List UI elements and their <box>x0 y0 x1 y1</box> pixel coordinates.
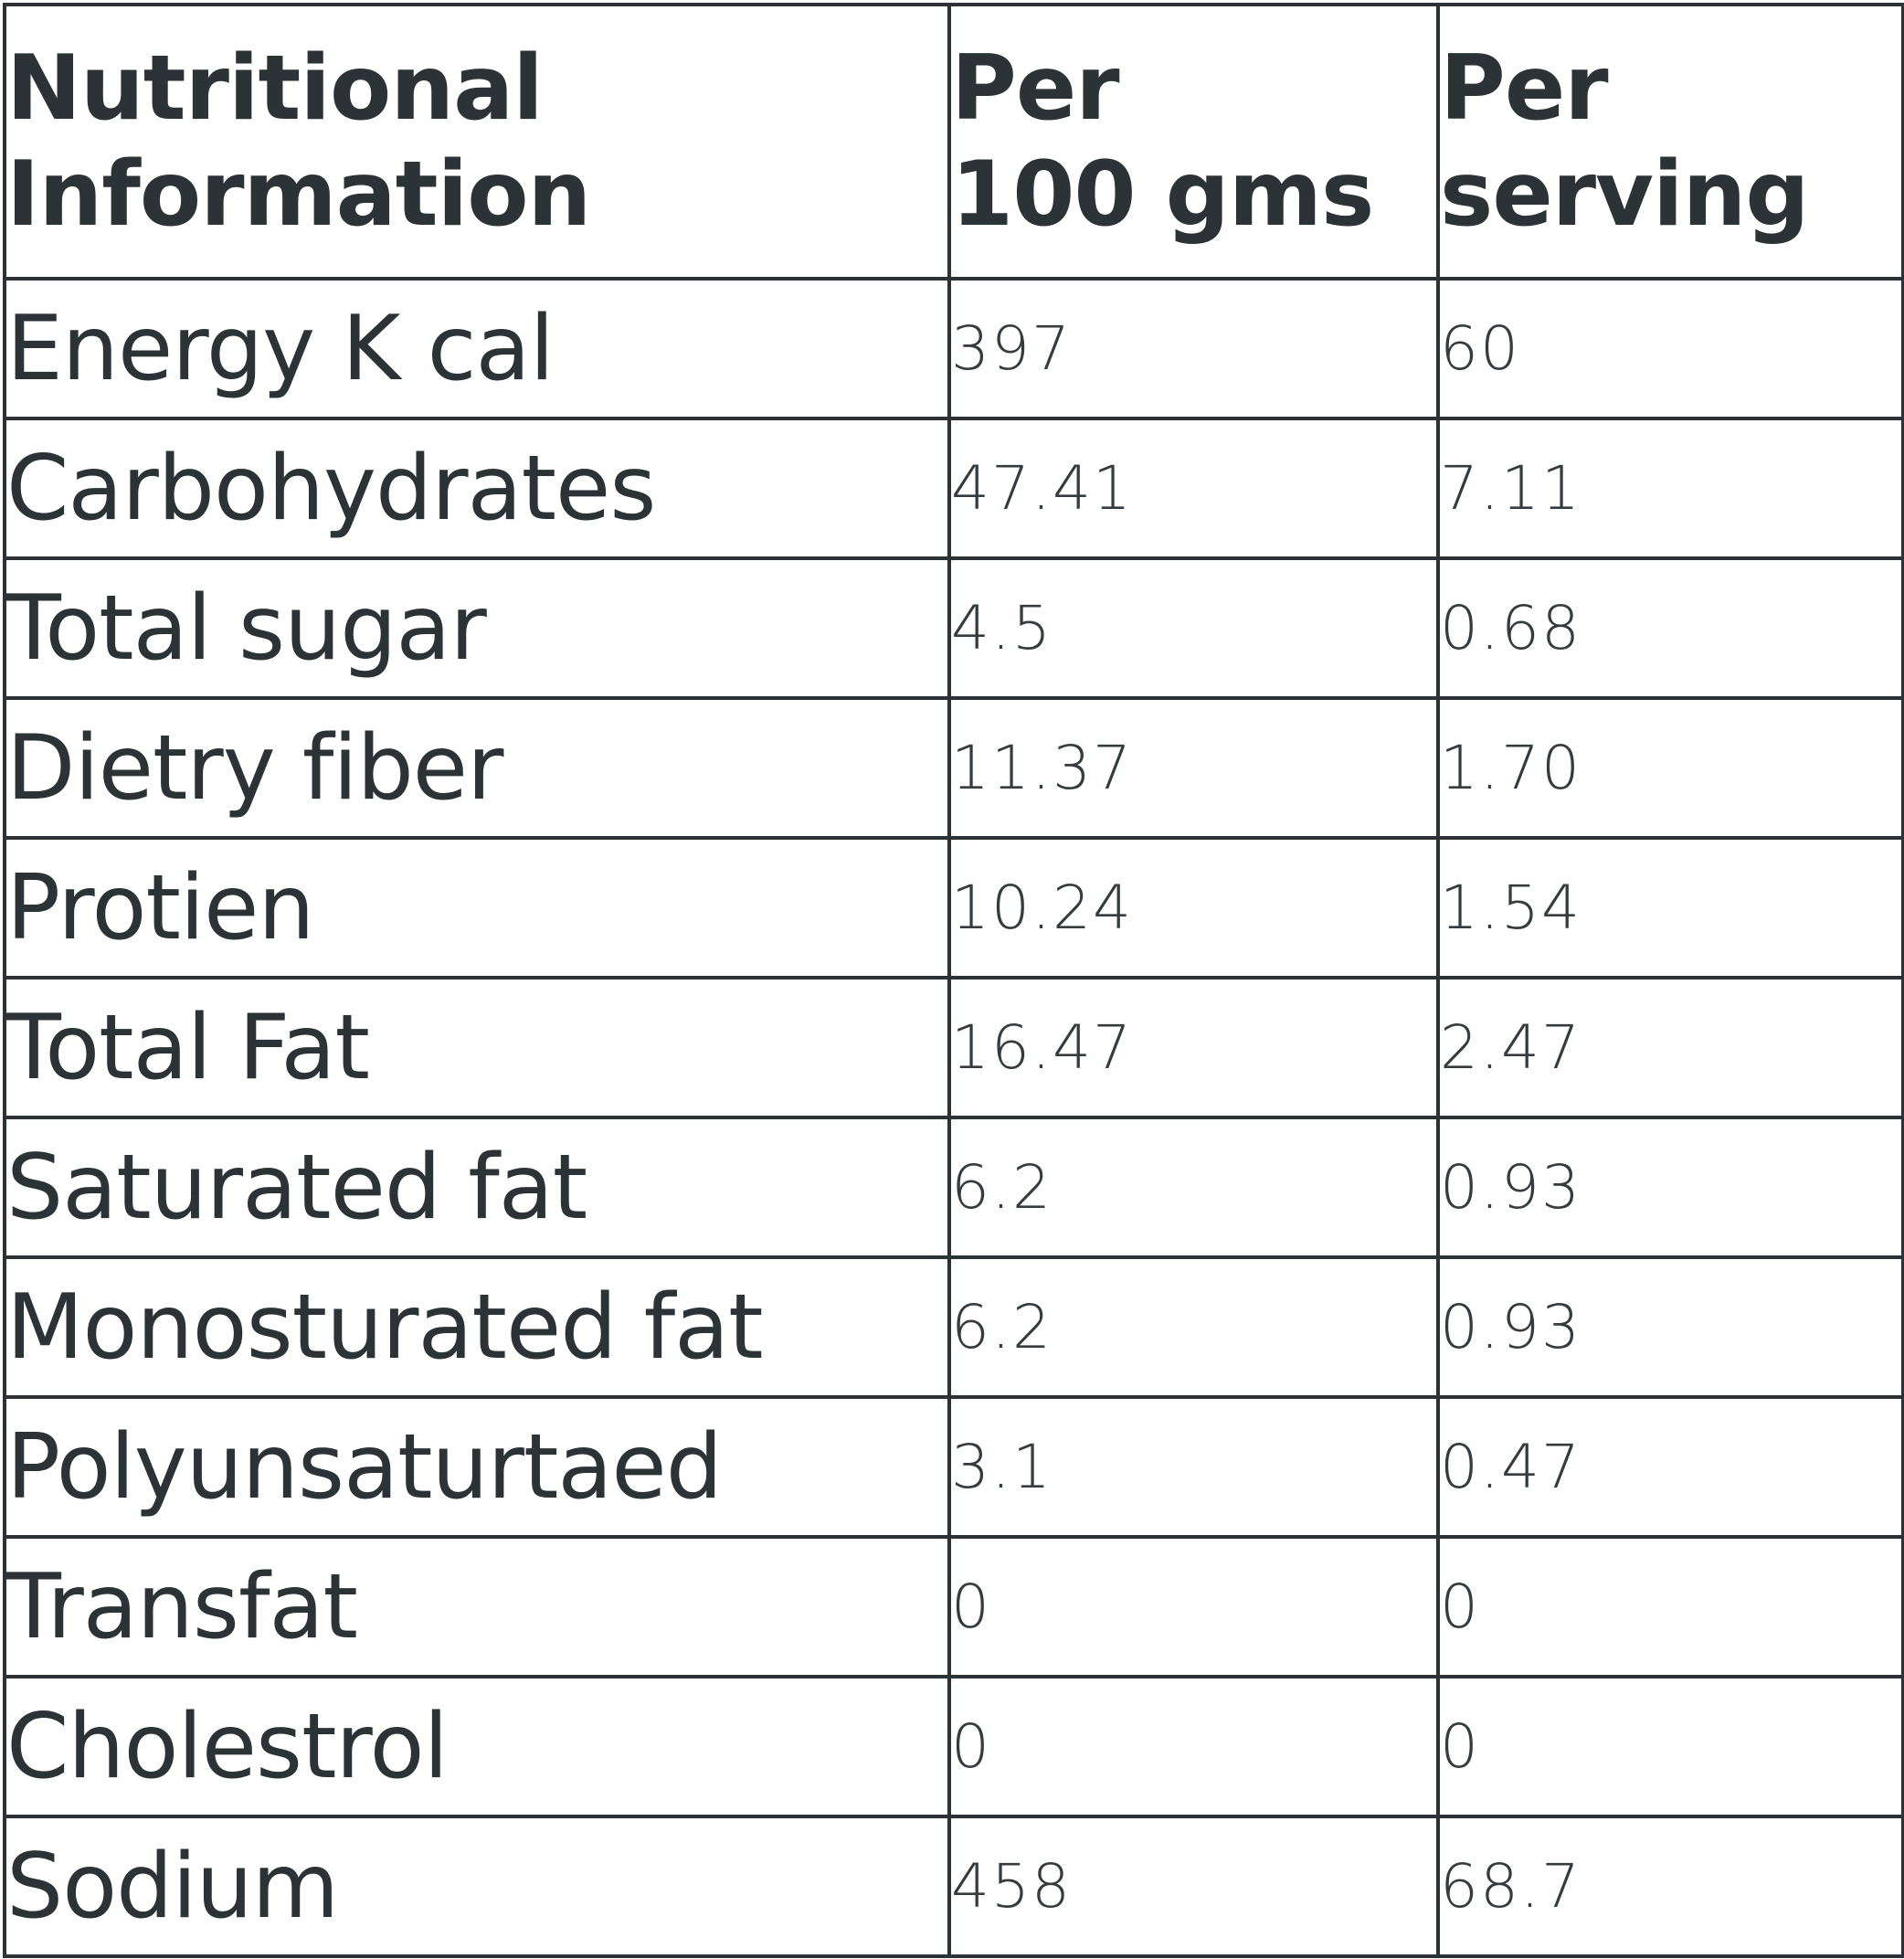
nutrient-label: Cholestrol <box>3 1675 951 1818</box>
per-serving-value: 0 <box>1436 1675 1904 1818</box>
table-row: Cholestrol 0 0 <box>3 1675 1904 1818</box>
header-text: 100 gms <box>951 143 1374 247</box>
per-100g-value: 4.5 <box>947 556 1440 700</box>
nutrient-label: Energy K cal <box>3 277 951 420</box>
per-serving-value: 0.93 <box>1436 1255 1904 1399</box>
per-serving-value: 0.68 <box>1436 556 1904 700</box>
per-100g-value: 16.47 <box>947 976 1440 1119</box>
nutrient-label: Transfat <box>3 1535 951 1678</box>
table-row: Sodium 458 68.7 <box>3 1815 1904 1958</box>
per-serving-value: 1.70 <box>1436 696 1904 840</box>
nutrient-label: Dietry fiber <box>3 696 951 840</box>
per-100g-value: 6.2 <box>947 1255 1440 1399</box>
table-row: Carbohydrates 47.41 7.11 <box>3 417 1904 560</box>
table-row: Energy K cal 397 60 <box>3 277 1904 420</box>
per-100g-value: 0 <box>947 1675 1440 1818</box>
table-row: Polyunsaturtaed 3.1 0.47 <box>3 1395 1904 1539</box>
header-nutritional-information: Nutritional Information <box>3 3 951 281</box>
per-serving-value: 1.54 <box>1436 836 1904 980</box>
nutrient-label: Total Fat <box>3 976 951 1119</box>
per-100g-value: 11.37 <box>947 696 1440 840</box>
per-100g-value: 0 <box>947 1535 1440 1678</box>
per-serving-value: 0.47 <box>1436 1395 1904 1539</box>
per-100g-value: 47.41 <box>947 417 1440 560</box>
per-serving-value: 0.93 <box>1436 1116 1904 1259</box>
table-row: Transfat 0 0 <box>3 1535 1904 1678</box>
table-row: Total sugar 4.5 0.68 <box>3 556 1904 700</box>
header-text: Per <box>951 37 1120 141</box>
per-serving-value: 2.47 <box>1436 976 1904 1119</box>
nutrient-label: Polyunsaturtaed <box>3 1395 951 1539</box>
per-serving-value: 68.7 <box>1436 1815 1904 1958</box>
header-text: Information <box>6 143 591 247</box>
per-100g-value: 10.24 <box>947 836 1440 980</box>
table-row: Total Fat 16.47 2.47 <box>3 976 1904 1119</box>
nutrient-label: Protien <box>3 836 951 980</box>
per-serving-value: 60 <box>1436 277 1904 420</box>
nutrient-label: Sodium <box>3 1815 951 1958</box>
per-100g-value: 397 <box>947 277 1440 420</box>
per-serving-value: 7.11 <box>1436 417 1904 560</box>
header-text: Per <box>1440 37 1609 141</box>
table-row: Saturated fat 6.2 0.93 <box>3 1116 1904 1259</box>
header-text: Nutritional <box>6 37 544 141</box>
nutrition-table: Nutritional Information Per 100 gms Per … <box>3 3 1904 1958</box>
per-100g-value: 3.1 <box>947 1395 1440 1539</box>
nutrient-label: Carbohydrates <box>3 417 951 560</box>
nutrient-label: Total sugar <box>3 556 951 700</box>
nutrient-label: Monosturated fat <box>3 1255 951 1399</box>
table-row: Protien 10.24 1.54 <box>3 836 1904 980</box>
per-100g-value: 6.2 <box>947 1116 1440 1259</box>
per-serving-value: 0 <box>1436 1535 1904 1678</box>
header-per-100-gms: Per 100 gms <box>947 3 1440 281</box>
header-per-serving: Per serving <box>1436 3 1904 281</box>
table-row: Monosturated fat 6.2 0.93 <box>3 1255 1904 1399</box>
table-row: Dietry fiber 11.37 1.70 <box>3 696 1904 840</box>
nutrient-label: Saturated fat <box>3 1116 951 1259</box>
header-text: serving <box>1440 143 1810 247</box>
per-100g-value: 458 <box>947 1815 1440 1958</box>
table-header-row: Nutritional Information Per 100 gms Per … <box>3 3 1904 281</box>
